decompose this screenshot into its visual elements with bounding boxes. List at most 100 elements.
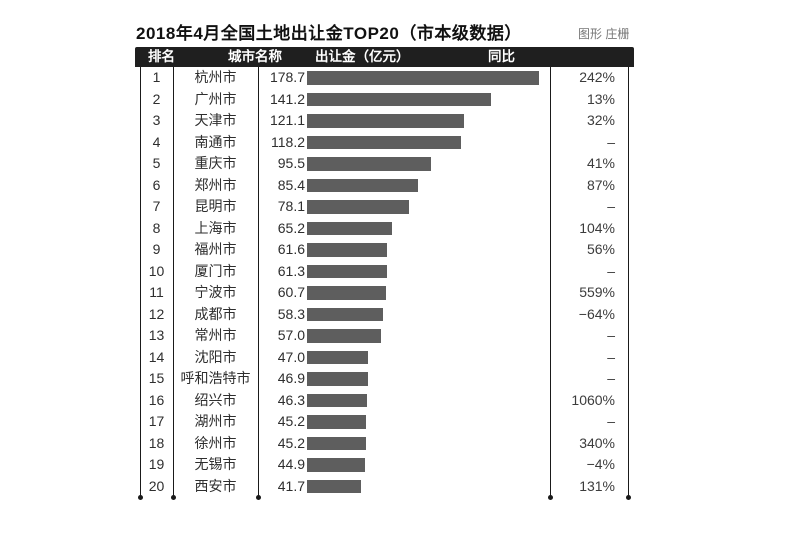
yoy-cell: – (607, 413, 615, 429)
value-bar (307, 372, 368, 386)
value-bar (307, 436, 366, 450)
value-bar (307, 264, 387, 278)
city-cell: 厦门市 (194, 262, 237, 279)
city-cell: 重庆市 (194, 155, 237, 171)
value-cell: 95.5 (277, 155, 305, 171)
value-bar (307, 114, 465, 128)
city-cell: 宁波市 (194, 284, 237, 300)
column-header-value: 出让金（亿元） (315, 49, 410, 64)
table-row: 13 常州市 57.0 – (135, 325, 634, 347)
rank-cell: 13 (148, 327, 165, 343)
value-bar (307, 200, 409, 214)
value-bar (307, 307, 383, 321)
table-row: 12 成都市 58.3 −64% (135, 304, 634, 326)
table-row: 2 广州市 141.2 13% (135, 89, 634, 111)
column-divider-line (258, 67, 259, 497)
city-cell: 上海市 (194, 219, 237, 236)
value-bar (307, 350, 369, 364)
divider-end-dot (138, 495, 143, 500)
city-cell: 呼和浩特市 (180, 370, 251, 386)
yoy-cell: 13% (586, 90, 615, 107)
table-row: 11 宁波市 60.7 559% (135, 282, 634, 304)
rank-cell: 10 (148, 262, 165, 279)
rank-cell: 8 (152, 219, 161, 236)
column-header-yoy: 同比 (488, 49, 515, 64)
value-bar (307, 135, 461, 149)
table-row: 15 呼和浩特市 46.9 – (135, 368, 634, 390)
yoy-cell: 340% (579, 434, 615, 451)
yoy-cell: – (607, 133, 615, 150)
column-divider-line (628, 67, 629, 497)
value-cell: 58.3 (277, 305, 305, 322)
value-bar (307, 329, 382, 343)
rank-cell: 6 (152, 176, 161, 193)
divider-end-dot (548, 495, 553, 500)
value-bar (307, 92, 491, 106)
rank-cell: 15 (148, 370, 165, 386)
table-header-bar: 排名 城市名称 出让金（亿元） 同比 (135, 47, 634, 67)
value-bar (307, 479, 362, 493)
city-cell: 杭州市 (194, 69, 237, 85)
rank-cell: 18 (148, 434, 165, 451)
yoy-cell: 56% (586, 241, 615, 257)
rank-cell: 9 (152, 241, 161, 257)
table-row: 4 南通市 118.2 – (135, 132, 634, 154)
table-row: 19 无锡市 44.9 −4% (135, 454, 634, 476)
rank-cell: 11 (149, 284, 164, 300)
value-cell: 46.9 (277, 370, 305, 386)
yoy-cell: 41% (586, 155, 615, 171)
column-header-rank: 排名 (148, 49, 175, 64)
table-row: 6 郑州市 85.4 87% (135, 175, 634, 197)
yoy-cell: – (607, 262, 615, 279)
rank-cell: 2 (152, 90, 161, 107)
rank-cell: 17 (148, 413, 165, 429)
city-cell: 无锡市 (194, 456, 237, 472)
divider-end-dot (626, 495, 631, 500)
rank-cell: 7 (152, 198, 161, 214)
table-body: 1 杭州市 178.7 242% 2 广州市 141.2 13% 3 天津市 121.1 32% 4 南通… (135, 67, 634, 497)
city-cell: 绍兴市 (194, 391, 237, 408)
yoy-cell: 87% (586, 176, 615, 193)
value-cell: 44.9 (277, 456, 305, 472)
value-cell: 61.3 (277, 262, 305, 279)
yoy-cell: 32% (586, 112, 615, 128)
city-cell: 沈阳市 (194, 348, 237, 365)
column-divider-line (140, 67, 141, 497)
table-row: 9 福州市 61.6 56% (135, 239, 634, 261)
value-cell: 47.0 (277, 348, 305, 365)
city-cell: 徐州市 (194, 434, 237, 451)
value-cell: 46.3 (277, 391, 305, 408)
value-cell: 41.7 (277, 477, 305, 494)
table-row: 5 重庆市 95.5 41% (135, 153, 634, 175)
rank-cell: 19 (148, 456, 165, 472)
table-row: 10 厦门市 61.3 – (135, 261, 634, 283)
graphic-credit: 图形 庄栅 (578, 27, 630, 41)
yoy-cell: 559% (579, 284, 615, 300)
rank-cell: 12 (148, 305, 165, 322)
table-row: 16 绍兴市 46.3 1060% (135, 390, 634, 412)
city-cell: 南通市 (194, 133, 237, 150)
value-cell: 57.0 (277, 327, 305, 343)
rank-cell: 20 (148, 477, 165, 494)
city-cell: 湖州市 (194, 413, 237, 429)
value-bar (307, 393, 368, 407)
table-row: 14 沈阳市 47.0 – (135, 347, 634, 369)
city-cell: 常州市 (194, 327, 237, 343)
city-cell: 广州市 (194, 90, 237, 107)
table-row: 20 西安市 41.7 131% (135, 476, 634, 498)
yoy-cell: 104% (579, 219, 615, 236)
column-header-city: 城市名称 (228, 49, 282, 64)
city-cell: 郑州市 (194, 176, 237, 193)
city-cell: 天津市 (194, 112, 237, 128)
value-cell: 78.1 (277, 198, 305, 214)
yoy-cell: 242% (579, 69, 615, 85)
value-bar (307, 157, 432, 171)
rank-cell: 4 (152, 133, 161, 150)
value-bar (307, 415, 366, 429)
yoy-cell: – (607, 198, 615, 214)
rank-cell: 1 (152, 69, 161, 85)
value-cell: 45.2 (277, 434, 305, 451)
value-cell: 65.2 (277, 219, 305, 236)
table-row: 18 徐州市 45.2 340% (135, 433, 634, 455)
